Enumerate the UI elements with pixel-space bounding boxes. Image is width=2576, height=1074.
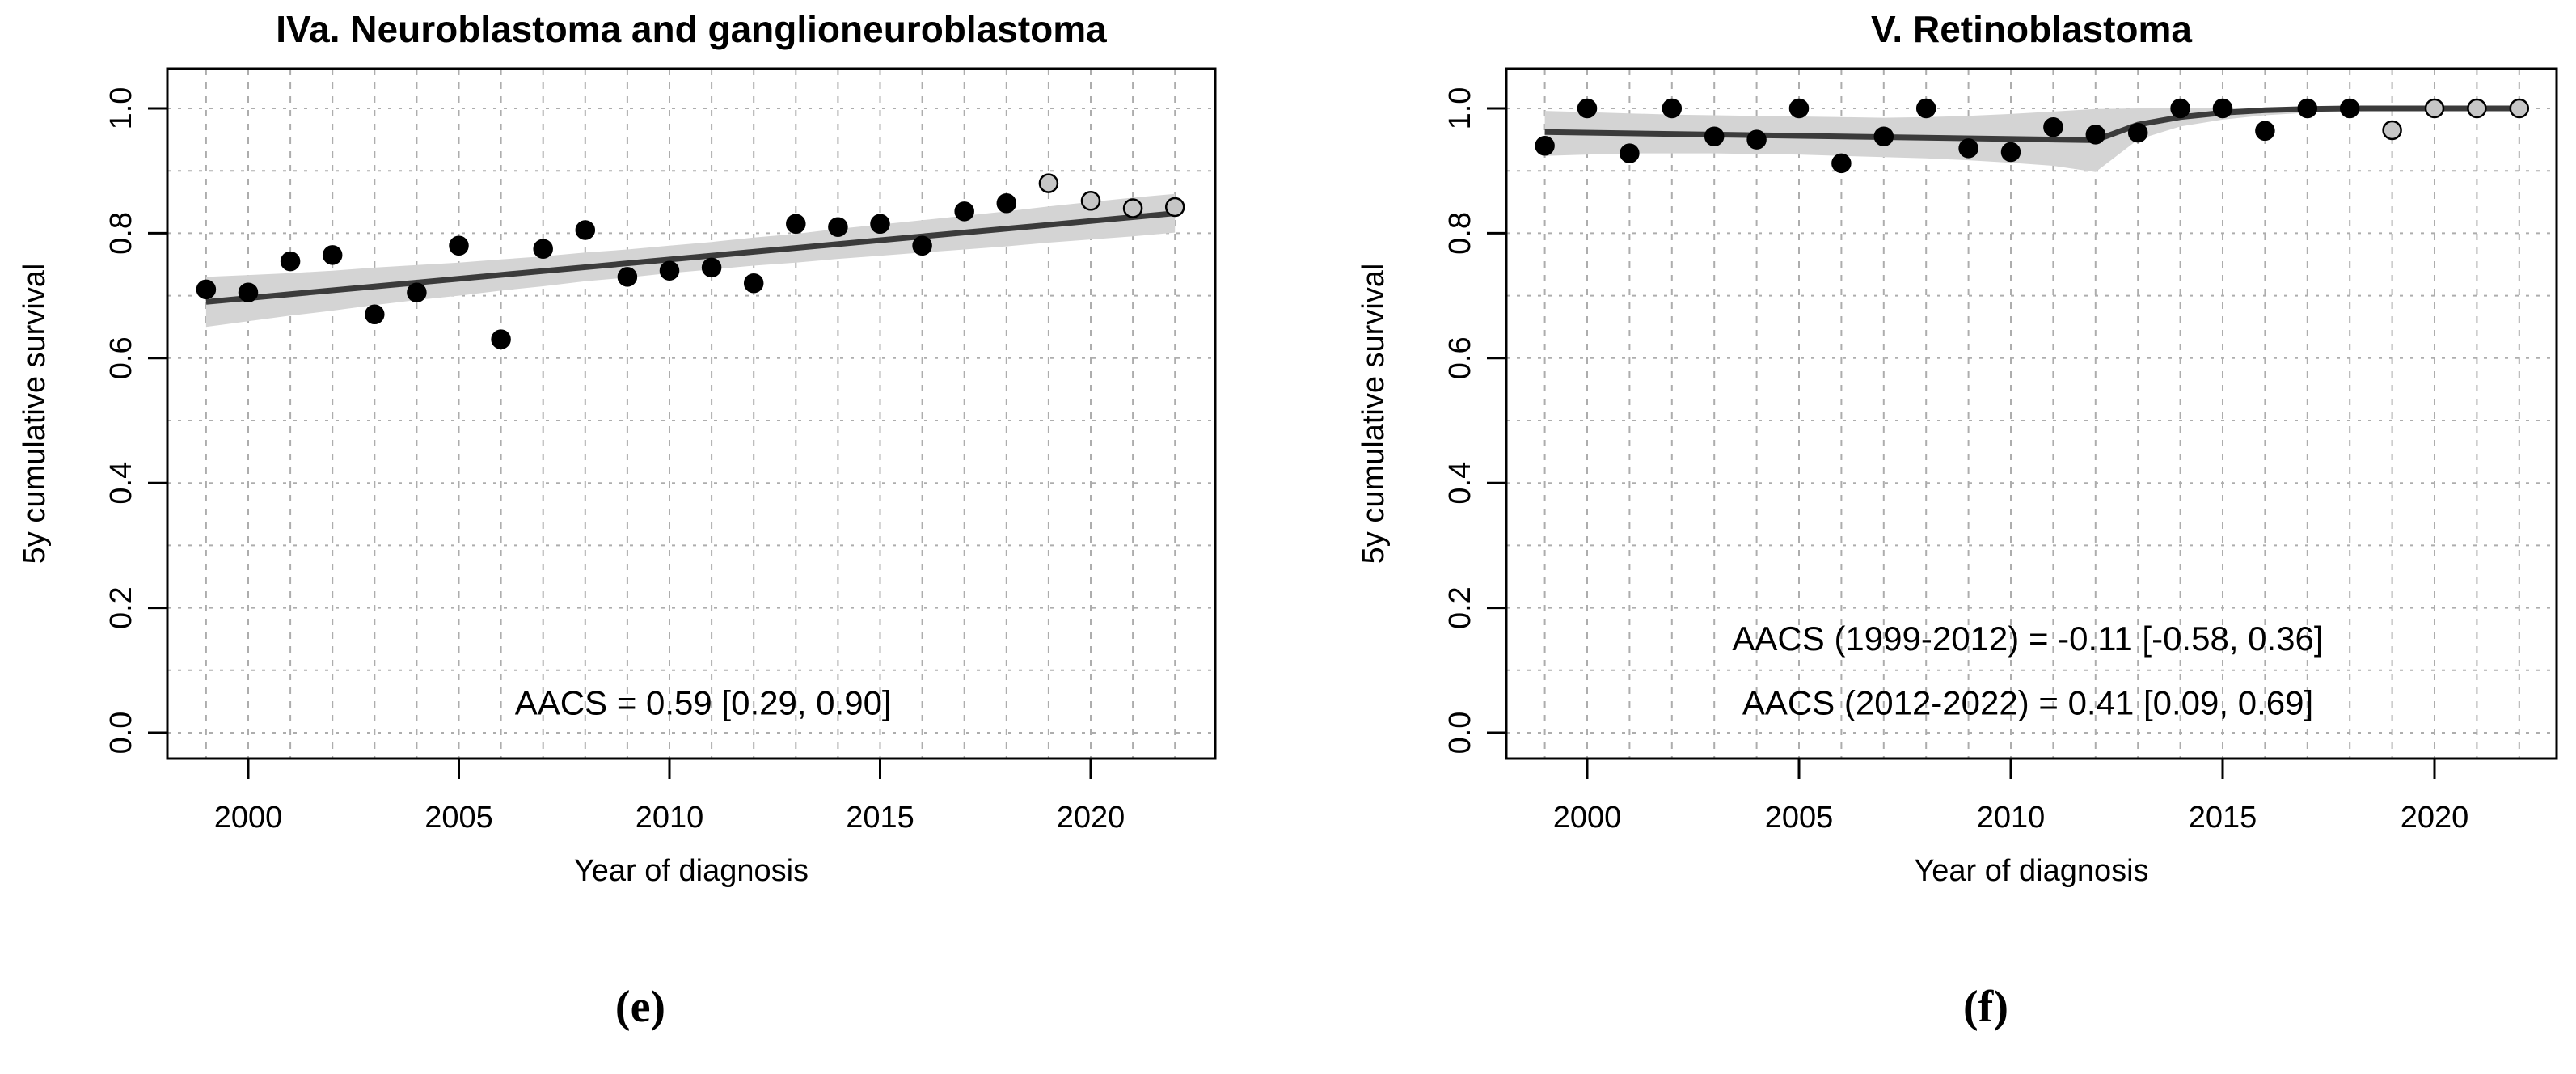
provisional-data-point-2022 bbox=[1164, 197, 1185, 218]
data-point-2017 bbox=[954, 201, 974, 222]
data-point-2004 bbox=[407, 282, 427, 302]
x-axis-label: Year of diagnosis bbox=[574, 854, 809, 888]
data-point-2006 bbox=[1831, 153, 1852, 174]
data-point-2007 bbox=[533, 239, 553, 259]
provisional-data-point-2021 bbox=[1122, 198, 1143, 218]
y-axis-label: 5y cumulative survival bbox=[18, 264, 52, 564]
x-axis-label: Year of diagnosis bbox=[1914, 854, 2148, 888]
data-point-2015 bbox=[870, 214, 890, 235]
y-tick-label: 0.2 bbox=[1443, 586, 1477, 629]
data-point-2010 bbox=[2000, 142, 2021, 163]
y-tick-label: 0.0 bbox=[104, 712, 138, 755]
data-point-1999 bbox=[1535, 136, 1555, 156]
x-tick-label: 2005 bbox=[424, 801, 493, 835]
data-point-2000 bbox=[1577, 98, 1598, 119]
data-point-2007 bbox=[1873, 126, 1894, 146]
panel-f: 2000 2005 2010 2015 2020 0.0 0.2 0.4 0.6 0.8 1.0 AA… bbox=[1357, 8, 2558, 1032]
data-point-2008 bbox=[1915, 98, 1936, 119]
panel-e: 2000 2005 2010 2015 2020 0.0 0.2 0.4 0.6 0.8 1.0 AA… bbox=[18, 8, 1217, 1032]
data-point-2012 bbox=[743, 273, 764, 294]
y-tick-label: 0.6 bbox=[1443, 336, 1477, 379]
data-point-2014 bbox=[828, 217, 848, 237]
y-tick-label: 0.6 bbox=[104, 336, 138, 379]
data-point-2006 bbox=[491, 329, 511, 349]
y-tick-label: 0.0 bbox=[1443, 712, 1477, 755]
data-point-2014 bbox=[2170, 98, 2190, 119]
data-point-2001 bbox=[280, 251, 301, 272]
data-point-2018 bbox=[2339, 98, 2360, 119]
x-tick-label: 2020 bbox=[1057, 801, 1125, 835]
figure-caption-f: (f) bbox=[1963, 982, 2008, 1032]
y-tick-label: 0.8 bbox=[104, 212, 138, 255]
y-tick-label: 0.2 bbox=[104, 586, 138, 629]
data-point-2005 bbox=[1788, 98, 1810, 119]
data-point-2002 bbox=[322, 245, 343, 265]
plot-border bbox=[1505, 67, 2558, 760]
data-point-2009 bbox=[617, 267, 638, 287]
data-point-2011 bbox=[701, 257, 722, 278]
trend-line bbox=[205, 210, 1176, 305]
data-point-1999 bbox=[196, 279, 217, 300]
x-tick-label: 2010 bbox=[636, 801, 704, 835]
provisional-data-point-2019 bbox=[2382, 120, 2402, 141]
x-tick-label: 2000 bbox=[1553, 801, 1622, 835]
data-point-2017 bbox=[2297, 98, 2318, 119]
data-point-2013 bbox=[786, 214, 806, 235]
x-tick-label: 2005 bbox=[1765, 801, 1834, 835]
chart-title: IVa. Neuroblastoma and ganglioneuroblast… bbox=[276, 8, 1107, 50]
aacs-annotation: AACS (2012-2022) = 0.41 [0.09, 0.69] bbox=[1742, 684, 2313, 722]
provisional-data-point-2022 bbox=[2509, 98, 2530, 119]
aacs-annotation: AACS (1999-2012) = -0.11 [-0.58, 0.36] bbox=[1732, 619, 2323, 658]
data-point-2001 bbox=[1620, 143, 1640, 163]
figure-caption-e: (e) bbox=[615, 982, 665, 1032]
x-tick-label: 2000 bbox=[214, 801, 283, 835]
aacs-annotation: AACS = 0.59 [0.29, 0.90] bbox=[515, 684, 892, 722]
y-axis-label: 5y cumulative survival bbox=[1357, 264, 1391, 564]
y-tick-label: 0.4 bbox=[1443, 462, 1477, 505]
x-tick-label: 2010 bbox=[1977, 801, 2046, 835]
x-tick-label: 2015 bbox=[2189, 801, 2257, 835]
data-point-2018 bbox=[996, 193, 1017, 214]
provisional-data-point-2019 bbox=[1038, 173, 1059, 193]
y-tick-label: 1.0 bbox=[104, 87, 138, 130]
provisional-data-point-2020 bbox=[1080, 191, 1101, 211]
data-point-2009 bbox=[1958, 138, 1978, 159]
data-point-2000 bbox=[238, 282, 259, 302]
data-point-2012 bbox=[2085, 125, 2106, 145]
x-tick-label: 2015 bbox=[846, 801, 914, 835]
data-point-2005 bbox=[449, 235, 469, 256]
data-point-2002 bbox=[1662, 98, 1683, 119]
y-tick-label: 0.4 bbox=[104, 462, 138, 505]
provisional-data-point-2021 bbox=[2467, 98, 2487, 119]
data-point-2011 bbox=[2043, 116, 2063, 137]
data-point-2003 bbox=[365, 304, 385, 325]
data-point-2015 bbox=[2212, 98, 2233, 119]
y-tick-label: 1.0 bbox=[1443, 87, 1477, 130]
plot-border bbox=[166, 67, 1217, 760]
y-tick-label: 0.8 bbox=[1443, 212, 1477, 255]
data-point-2003 bbox=[1704, 126, 1725, 146]
data-point-2010 bbox=[659, 260, 680, 281]
chart-title: V. Retinoblastoma bbox=[1871, 8, 2192, 50]
x-tick-label: 2020 bbox=[2401, 801, 2469, 835]
provisional-data-point-2020 bbox=[2424, 98, 2445, 119]
data-point-2016 bbox=[912, 235, 932, 256]
data-point-2008 bbox=[575, 220, 596, 240]
data-point-2016 bbox=[2255, 121, 2275, 142]
data-point-2013 bbox=[2127, 122, 2148, 143]
data-point-2004 bbox=[1746, 129, 1767, 150]
